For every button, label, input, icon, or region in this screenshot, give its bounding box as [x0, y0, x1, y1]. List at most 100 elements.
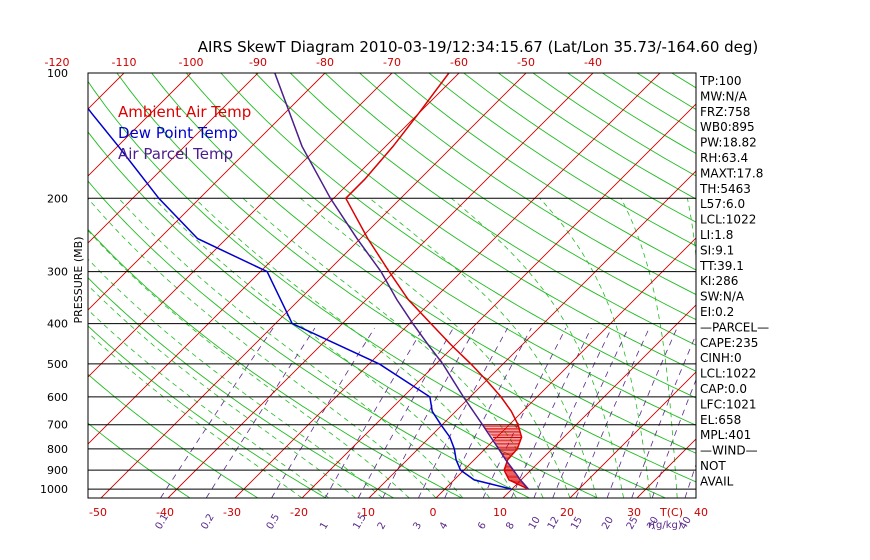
- mixing-ratio-label: 1: [318, 520, 331, 531]
- bottom-temp-tick-label: 20: [560, 506, 574, 519]
- bottom-temp-tick-label: -30: [223, 506, 241, 519]
- stat-entry: SW:N/A: [700, 290, 745, 304]
- isotherm-line: [88, 73, 326, 311]
- moist-adiabat-line: [88, 229, 410, 498]
- stat-entry: RH:63.4: [700, 151, 748, 165]
- stat-entry: MPL:401: [700, 428, 751, 442]
- mixing-ratio-line: [575, 327, 650, 498]
- pressure-tick-label: 900: [47, 464, 68, 477]
- stat-entry: LFC:1021: [700, 397, 757, 411]
- top-temp-tick-label: -100: [179, 56, 204, 69]
- stat-entry: TP:100: [699, 74, 742, 88]
- legend: Ambient Air Temp Dew Point Temp Air Parcel…: [118, 103, 251, 163]
- top-temp-tick-label: -90: [249, 56, 267, 69]
- stat-entry: SI:9.1: [700, 243, 734, 257]
- stat-entry: MAXT:17.8: [700, 166, 763, 180]
- bottom-temp-ticks: -50 -40 -30 -20 -10 0 10 20 30 40: [89, 506, 708, 519]
- pressure-tick-label: 500: [47, 358, 68, 371]
- mixing-ratio-label: 8: [504, 520, 517, 531]
- moist-adiabat-line: [539, 198, 651, 498]
- dry-adiabat-line: [88, 180, 530, 498]
- pressure-tick-label: 200: [47, 192, 68, 205]
- bottom-temp-tick-label: 30: [627, 506, 641, 519]
- bottom-temp-tick-label: 40: [694, 506, 708, 519]
- moist-adiabat-line: [242, 198, 544, 498]
- isotherm-line: [88, 73, 192, 177]
- dry-adiabat-line: [88, 373, 259, 498]
- series-line-air-parcel-temp: [274, 73, 530, 490]
- mixing-ratio-label: 0.2: [199, 512, 216, 531]
- mixing-ratio-line: [271, 327, 375, 498]
- isotherm-line: [771, 73, 870, 498]
- mixing-ratio-line: [418, 327, 508, 498]
- pressure-ticks: 100 200 300 400 500 600 700 800 900 1000: [40, 67, 68, 496]
- series-line-dew-point-temp: [88, 107, 512, 490]
- stat-entry: LCL:1022: [700, 367, 756, 381]
- stat-entry: LI:1.8: [700, 228, 733, 242]
- moist-adiabat-line: [88, 198, 437, 498]
- legend-item: Air Parcel Temp: [118, 145, 233, 163]
- pressure-tick-label: 100: [47, 67, 68, 80]
- x-unit-label: T(C): [659, 506, 683, 519]
- moist-adiabat-line: [194, 198, 517, 498]
- isotherm-line: [88, 73, 460, 445]
- bottom-temp-tick-label: -20: [290, 506, 308, 519]
- moist-adiabats: [88, 197, 696, 498]
- mixing-ratio-label: 0.5: [265, 512, 282, 531]
- isotherm-line: [167, 73, 594, 498]
- dry-adiabat-line: [220, 73, 696, 399]
- dry-adiabat-line: [394, 73, 696, 271]
- cape-shading: [482, 424, 528, 489]
- mixing-ratio-line: [651, 378, 696, 498]
- isotherm-line: [88, 73, 125, 110]
- mixing-ratio-line: [533, 327, 612, 498]
- dry-adiabat-line: [428, 73, 696, 247]
- pressure-tick-label: 700: [47, 419, 68, 432]
- stat-entry: CAPE:235: [700, 336, 758, 350]
- dry-adiabat-line: [255, 73, 696, 372]
- pressure-tick-label: 400: [47, 318, 68, 331]
- moist-adiabat-line: [88, 332, 303, 498]
- dry-adiabat-line: [289, 73, 696, 346]
- mixing-ratio-label: 4: [438, 520, 451, 531]
- mixing-ratio-line: [382, 327, 476, 498]
- dry-adiabat-line: [741, 73, 870, 498]
- stat-entry: KI:286: [700, 274, 738, 288]
- isotherm-line: [502, 304, 696, 498]
- moist-adiabat-line: [118, 198, 464, 498]
- mixing-ratio-lines: [160, 327, 696, 498]
- moist-adiabat-line: [620, 198, 678, 498]
- isotherm-line: [88, 73, 393, 378]
- stat-entry: CAP:0.0: [700, 382, 747, 396]
- bottom-temp-tick-label: 0: [430, 506, 437, 519]
- mixing-ratio-line: [444, 327, 532, 498]
- stat-entry: EL:658: [700, 413, 741, 427]
- stat-entry: AVAIL: [700, 474, 734, 488]
- top-temp-tick-label: -60: [450, 56, 468, 69]
- stat-entry: NOT: [700, 459, 726, 473]
- mixing-ratio-line: [552, 327, 629, 498]
- stat-entry: MW:N/A: [700, 89, 748, 103]
- profile-series: [88, 73, 530, 490]
- bottom-temp-tick-label: -10: [357, 506, 375, 519]
- moist-adiabat-line: [88, 258, 383, 498]
- pressure-tick-label: 300: [47, 266, 68, 279]
- stat-entry: LCL:1022: [700, 213, 756, 227]
- mixing-ratio-line: [160, 327, 274, 498]
- dry-adiabat-line: [151, 73, 696, 454]
- dry-adiabat-line: [185, 73, 696, 426]
- isotherm-line: [569, 371, 696, 498]
- top-temp-tick-label: -120: [45, 56, 70, 69]
- stat-entry: TT:39.1: [699, 259, 744, 273]
- moist-adiabat-line: [451, 197, 624, 498]
- stat-entry: —WIND—: [700, 444, 758, 458]
- moist-adiabat-line: [153, 198, 490, 498]
- dry-adiabat-line: [88, 325, 327, 498]
- dry-adiabat-line: [498, 73, 696, 200]
- top-temp-tick-label: -70: [383, 56, 401, 69]
- top-temp-ticks: -120 -110 -100 -90 -80 -70 -60 -50 -40: [45, 56, 602, 69]
- bottom-temp-tick-label: -40: [156, 506, 174, 519]
- top-temp-tick-label: -80: [316, 56, 334, 69]
- top-temp-tick-label: -40: [584, 56, 602, 69]
